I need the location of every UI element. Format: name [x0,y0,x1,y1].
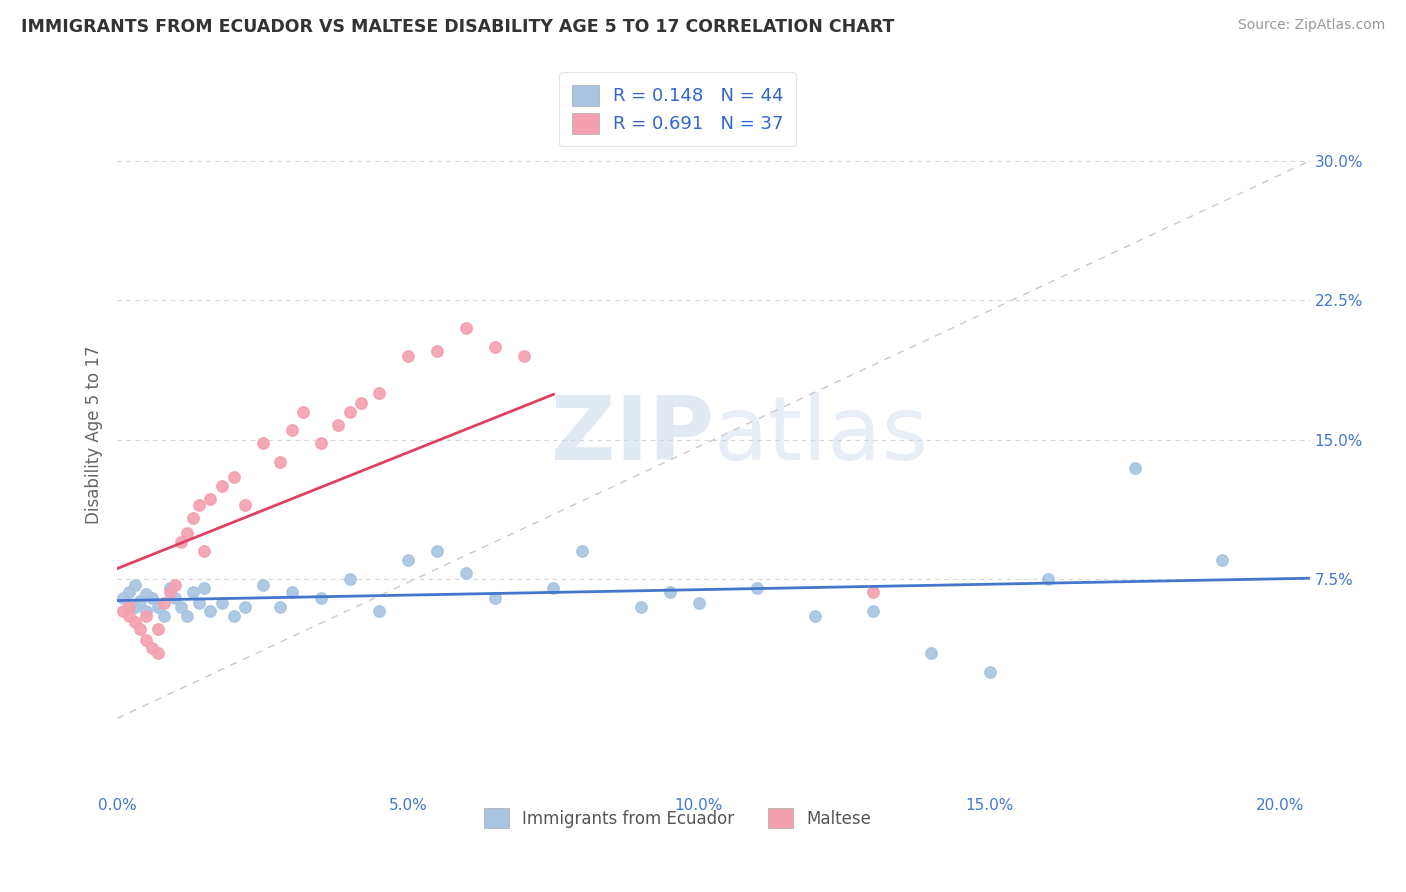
Point [159,585,181,599]
Point [368,386,391,401]
Point [543,582,565,596]
Point [146,646,169,660]
Point [328,417,350,432]
Point [979,665,1001,679]
Point [187,498,209,512]
Point [193,582,215,596]
Point [135,587,157,601]
Point [181,510,204,524]
Text: ZIP: ZIP [551,392,713,478]
Point [269,455,291,469]
Point [118,609,141,624]
Point [135,609,157,624]
Point [165,577,187,591]
Point [368,604,391,618]
Point [350,395,373,409]
Point [124,577,146,591]
Point [118,585,141,599]
Point [396,349,419,363]
Point [339,572,361,586]
Point [141,640,163,655]
Point [176,609,198,624]
Point [630,599,652,614]
Point [187,596,209,610]
Point [159,582,181,596]
Point [862,604,884,618]
Point [200,604,222,618]
Point [222,470,245,484]
Point [396,553,419,567]
Point [152,596,174,610]
Point [688,596,710,610]
Point [233,498,256,512]
Point [193,544,215,558]
Point [571,544,593,558]
Point [181,585,204,599]
Point [200,492,222,507]
Point [513,349,536,363]
Point [176,525,198,540]
Point [165,591,187,605]
Point [170,599,193,614]
Point [1036,572,1059,586]
Point [124,599,146,614]
Text: IMMIGRANTS FROM ECUADOR VS MALTESE DISABILITY AGE 5 TO 17 CORRELATION CHART: IMMIGRANTS FROM ECUADOR VS MALTESE DISAB… [21,18,894,36]
Point [456,321,478,335]
Y-axis label: Disability Age 5 to 17: Disability Age 5 to 17 [86,346,103,524]
Point [280,585,302,599]
Point [1123,460,1146,475]
Point [269,599,291,614]
Point [135,633,157,648]
Point [141,591,163,605]
Point [339,405,361,419]
Point [211,596,233,610]
Point [152,609,174,624]
Point [146,622,169,636]
Point [484,340,506,354]
Point [170,534,193,549]
Point [456,566,478,581]
Text: Source: ZipAtlas.com: Source: ZipAtlas.com [1237,18,1385,32]
Point [426,544,449,558]
Point [426,343,449,358]
Point [804,609,827,624]
Point [129,594,152,608]
Point [1211,553,1233,567]
Point [233,599,256,614]
Point [252,577,274,591]
Point [280,424,302,438]
Point [124,615,146,629]
Point [211,479,233,493]
Point [745,582,768,596]
Point [222,609,245,624]
Point [111,591,134,605]
Point [920,646,942,660]
Point [658,585,681,599]
Point [252,436,274,450]
Point [129,622,152,636]
Point [309,436,332,450]
Point [135,604,157,618]
Point [111,604,134,618]
Point [309,591,332,605]
Text: atlas: atlas [713,392,928,478]
Point [862,585,884,599]
Point [484,591,506,605]
Point [146,599,169,614]
Legend: Immigrants from Ecuador, Maltese: Immigrants from Ecuador, Maltese [478,802,877,834]
Point [292,405,315,419]
Point [118,599,141,614]
